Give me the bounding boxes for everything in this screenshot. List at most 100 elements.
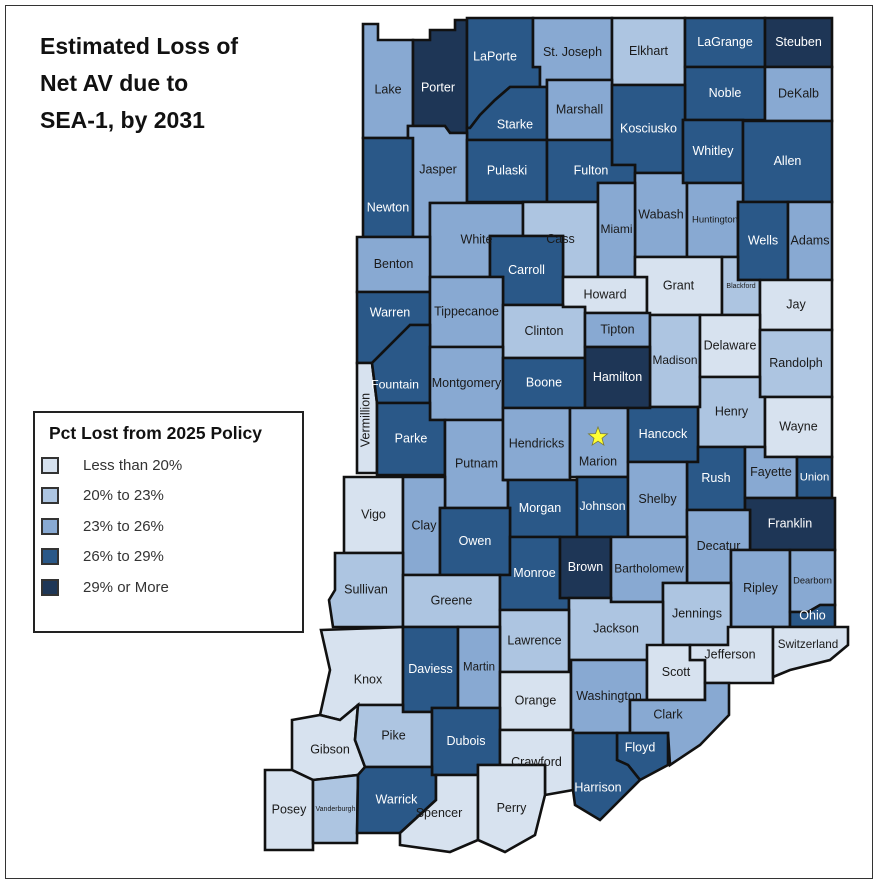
county-label: Warrick bbox=[376, 792, 419, 806]
county-label: Fulton bbox=[574, 163, 609, 177]
county-perry bbox=[476, 763, 547, 854]
title-line-3: SEA-1, by 2031 bbox=[40, 107, 205, 133]
legend-swatch bbox=[41, 517, 59, 535]
county-label: Brown bbox=[568, 560, 603, 574]
county-label: Decatur bbox=[697, 539, 741, 553]
county-label: Howard bbox=[583, 287, 626, 301]
county-label: Marshall bbox=[556, 102, 603, 116]
county-label: Whitley bbox=[693, 144, 735, 158]
legend-item: Less than 20% bbox=[41, 450, 302, 481]
county-porter bbox=[411, 18, 469, 135]
county-label: Blackford bbox=[726, 283, 755, 290]
county-label: Wabash bbox=[638, 207, 683, 221]
county-label: Fayette bbox=[750, 465, 792, 479]
county-label: Switzerland bbox=[778, 638, 838, 651]
county-label: Pike bbox=[381, 728, 405, 742]
county-label: Kosciusko bbox=[620, 121, 677, 135]
map-frame bbox=[5, 5, 873, 879]
county-label: Martin bbox=[463, 662, 495, 674]
map-title: Estimated Loss of Net AV due to SEA-1, b… bbox=[40, 28, 238, 139]
county-lake bbox=[361, 22, 415, 140]
county-label: Delaware bbox=[704, 338, 757, 352]
county-sullivan bbox=[327, 551, 405, 629]
county-label: Hancock bbox=[639, 427, 688, 441]
county-label: LaPorte bbox=[473, 49, 517, 63]
county-label: LaGrange bbox=[697, 35, 753, 49]
county-label: Harrison bbox=[574, 780, 621, 794]
county-label: Henry bbox=[715, 404, 749, 418]
county-label: Clinton bbox=[525, 324, 564, 338]
county-label: Vermillion bbox=[358, 393, 372, 447]
county-label: Starke bbox=[497, 117, 533, 131]
legend-item: 26% to 29% bbox=[41, 542, 302, 573]
county-label: Morgan bbox=[519, 501, 561, 515]
county-label: Clark bbox=[653, 707, 683, 721]
county-label: Warren bbox=[370, 305, 411, 319]
county-label: Greene bbox=[431, 593, 473, 607]
county-label: Newton bbox=[367, 200, 409, 214]
legend-label: 29% or More bbox=[83, 578, 169, 596]
legend-item: 20% to 23% bbox=[41, 481, 302, 512]
legend-label: 20% to 23% bbox=[83, 487, 164, 505]
county-label: Pulaski bbox=[487, 163, 527, 177]
county-switzerland bbox=[771, 625, 850, 679]
legend-label: 23% to 26% bbox=[83, 517, 164, 535]
county-label: Spencer bbox=[416, 806, 463, 820]
county-label: Jay bbox=[786, 297, 806, 311]
county-label: Putnam bbox=[455, 456, 498, 470]
county-label: Allen bbox=[774, 154, 802, 168]
county-label: Ripley bbox=[743, 581, 778, 595]
county-label: Lake bbox=[374, 82, 401, 96]
county-label: Vigo bbox=[361, 507, 386, 521]
county-label: Clay bbox=[411, 518, 437, 532]
legend-title: Pct Lost from 2025 Policy bbox=[49, 423, 262, 443]
county-label: Shelby bbox=[638, 492, 677, 506]
county-label: Jackson bbox=[593, 621, 639, 635]
legend-label: 26% to 29% bbox=[83, 548, 164, 566]
legend-item: 29% or More bbox=[41, 572, 302, 603]
county-label: Gibson bbox=[310, 742, 350, 756]
legend-swatch bbox=[41, 487, 59, 505]
county-label: Crawford bbox=[511, 755, 562, 769]
county-label: Dearborn bbox=[793, 575, 832, 585]
county-label: Lawrence bbox=[507, 633, 561, 647]
county-label: Montgomery bbox=[432, 376, 502, 390]
county-label: Ohio bbox=[799, 608, 825, 622]
county-label: Bartholomew bbox=[614, 562, 684, 576]
legend-item: 23% to 26% bbox=[41, 511, 302, 542]
county-label: Sullivan bbox=[344, 582, 388, 596]
county-label: Johnson bbox=[579, 499, 625, 513]
county-label: Elkhart bbox=[629, 44, 668, 58]
county-label: Vanderburgh bbox=[316, 806, 356, 813]
county-label: Jasper bbox=[419, 162, 457, 176]
title-line-1: Estimated Loss of bbox=[40, 33, 239, 59]
county-label: Perry bbox=[497, 801, 528, 815]
county-label: Jennings bbox=[672, 606, 722, 620]
county-label: Cass bbox=[546, 232, 574, 246]
county-label: Monroe bbox=[513, 566, 555, 580]
legend-swatch bbox=[41, 578, 59, 596]
county-label: Grant bbox=[663, 278, 695, 292]
county-label: Knox bbox=[354, 672, 383, 686]
county-label: Orange bbox=[515, 693, 557, 707]
title-line-2: Net AV due to bbox=[40, 70, 189, 96]
legend-swatch bbox=[41, 548, 59, 566]
county-label: Tipton bbox=[600, 322, 634, 336]
county-label: St. Joseph bbox=[543, 45, 602, 59]
county-label: Union bbox=[800, 471, 830, 483]
county-label: Daviess bbox=[408, 662, 452, 676]
county-label: Posey bbox=[272, 802, 307, 816]
county-label: Jefferson bbox=[704, 647, 755, 661]
county-newton bbox=[361, 136, 415, 239]
county-label: Steuben bbox=[775, 35, 822, 49]
star-icon bbox=[587, 425, 609, 447]
county-label: Fountain bbox=[371, 377, 419, 391]
county-label: Washington bbox=[576, 689, 642, 703]
county-label: Owen bbox=[459, 534, 492, 548]
county-label: Noble bbox=[709, 86, 742, 100]
county-harrison bbox=[571, 731, 642, 822]
county-label: Wells bbox=[748, 233, 778, 247]
county-label: DeKalb bbox=[778, 86, 819, 100]
county-label: Tippecanoe bbox=[434, 304, 499, 318]
